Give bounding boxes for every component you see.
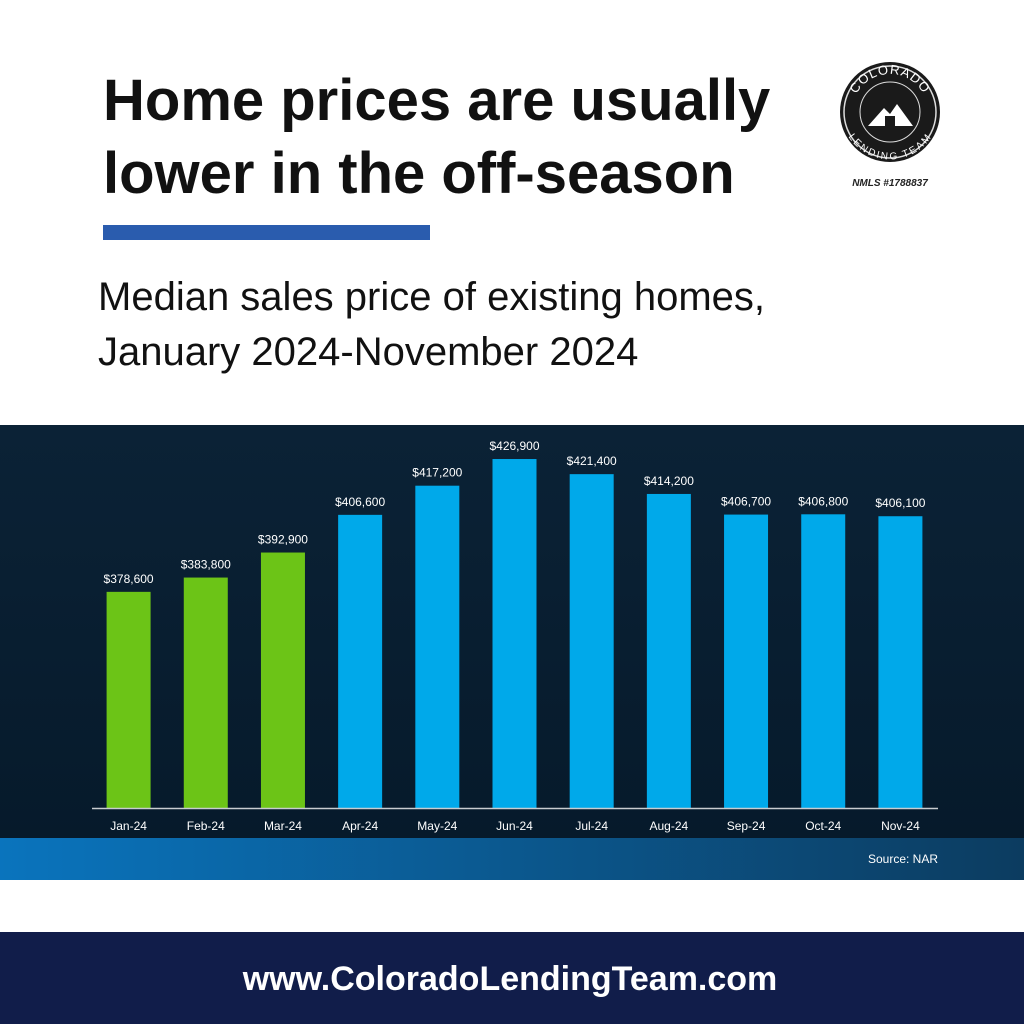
footer-bar	[0, 932, 1024, 1024]
x-tick-label: Jun-24	[496, 819, 533, 833]
subtitle-line: Median sales price of existing homes,	[98, 275, 765, 319]
x-tick-label: Nov-24	[881, 819, 920, 833]
x-tick-label: Sep-24	[727, 819, 766, 833]
title-line: Home prices are usually	[103, 68, 770, 133]
value-label: $383,800	[181, 558, 231, 572]
logo-nmls: NMLS #1788837	[852, 178, 928, 189]
plot: Jan-24 $378,600 Feb-24 $383,800 Mar-24 $392,9…	[104, 439, 926, 833]
value-label: $426,900	[489, 439, 539, 453]
title-line: lower in the off-season	[103, 141, 735, 206]
value-label: $414,200	[644, 474, 694, 488]
title-underline	[103, 225, 430, 240]
bar	[183, 577, 228, 808]
logo-house-roof	[868, 104, 913, 126]
x-tick-label: Oct-24	[805, 819, 841, 833]
logo-window	[885, 116, 895, 126]
subtitle-line: January 2024-November 2024	[98, 330, 638, 374]
bar	[492, 459, 537, 808]
source-band	[0, 838, 1024, 880]
value-label: $421,400	[567, 454, 617, 468]
bar	[646, 493, 691, 808]
bar	[724, 514, 769, 808]
logo-ring	[859, 81, 921, 143]
value-label: $392,900	[258, 533, 308, 547]
x-tick-label: Jan-24	[110, 819, 147, 833]
x-tick-label: May-24	[417, 819, 457, 833]
x-tick-label: Aug-24	[650, 819, 689, 833]
footer-url[interactable]: www.ColoradoLendingTeam.com	[242, 960, 778, 998]
value-label: $378,600	[104, 572, 154, 586]
value-label: $406,700	[721, 495, 771, 509]
source: Source: NAR	[868, 852, 938, 866]
bar	[878, 516, 923, 808]
bar	[415, 485, 460, 808]
value-label: $406,100	[875, 496, 925, 510]
value-label: $417,200	[412, 466, 462, 480]
bar	[338, 514, 383, 808]
x-tick-label: Feb-24	[187, 819, 225, 833]
logo-badge	[840, 62, 940, 162]
bar	[569, 474, 614, 808]
value-label: $406,800	[798, 494, 848, 508]
value-label: $406,600	[335, 495, 385, 509]
logo-ring	[843, 65, 937, 159]
bar	[801, 514, 846, 808]
x-tick-label: Apr-24	[342, 819, 378, 833]
x-tick-label: Mar-24	[264, 819, 302, 833]
x-tick-label: Jul-24	[575, 819, 608, 833]
bar	[106, 591, 151, 808]
bar	[260, 552, 305, 808]
